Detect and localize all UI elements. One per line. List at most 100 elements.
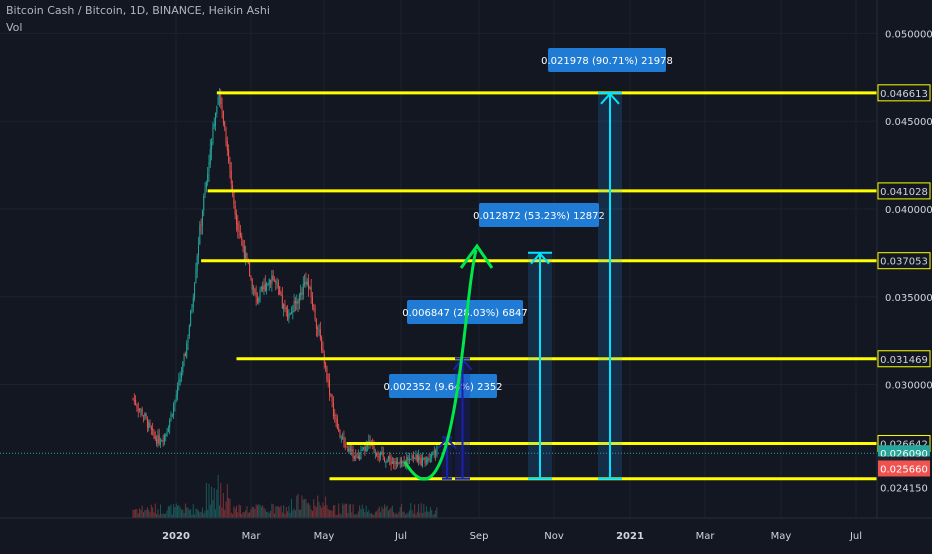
candle-body <box>217 97 219 105</box>
volume-bar <box>363 508 365 518</box>
volume-bar <box>349 503 351 518</box>
volume-bar <box>365 505 367 518</box>
candle-body <box>175 395 177 400</box>
candle-body <box>334 414 336 417</box>
volume-bar <box>183 512 185 518</box>
volume-bar <box>369 513 371 518</box>
measure-layer[interactable]: 0.002352 (9.64%) 2352 0.006847 (28.03%) 6… <box>383 48 673 480</box>
measure-callout-box[interactable] <box>407 300 523 324</box>
candle-body <box>145 413 147 419</box>
volume-bar <box>145 509 147 518</box>
candle-body <box>266 283 268 292</box>
candle-body <box>171 414 173 416</box>
candle-body <box>406 457 408 466</box>
axis-price-tag-label: 0.024150 <box>880 483 928 494</box>
measure-arrow-head <box>600 92 620 105</box>
volume-bar <box>364 512 366 518</box>
volume-bar <box>343 504 345 518</box>
measure-callout-box[interactable] <box>548 48 666 72</box>
candle-body <box>165 435 167 436</box>
green-arrow-layer[interactable] <box>403 243 494 481</box>
volume-bar <box>209 504 211 518</box>
candle-body <box>338 428 340 431</box>
volume-bar <box>399 507 401 518</box>
volume-bar <box>300 509 302 518</box>
candle-body <box>349 448 351 450</box>
volume-bar <box>170 504 172 518</box>
candle-body <box>141 409 143 416</box>
volume-bar <box>427 511 429 518</box>
candle-body <box>408 458 410 462</box>
candle-body <box>258 298 260 303</box>
candle-body <box>230 170 232 184</box>
candle-body <box>158 434 160 445</box>
candle-body <box>194 283 196 298</box>
volume-bar <box>412 513 414 518</box>
candle-body <box>380 452 382 457</box>
candle-body <box>267 284 269 285</box>
volume-bar <box>250 509 252 518</box>
candle-body <box>326 366 328 381</box>
measure-callout-box[interactable] <box>389 374 497 398</box>
candle-body <box>306 282 308 285</box>
volume-bar <box>398 511 400 518</box>
x-tick-label: May <box>771 531 792 542</box>
x-tick-label: Mar <box>242 531 262 542</box>
candle-body <box>301 292 303 295</box>
candle-body <box>156 439 158 444</box>
volume-bar <box>192 504 194 518</box>
candle-body <box>246 253 248 260</box>
volume-bar <box>407 512 409 518</box>
measure-callout-box[interactable] <box>479 203 599 227</box>
volume-bar <box>201 507 203 518</box>
level-price-label: 0.041028 <box>880 187 928 198</box>
volume-bar <box>225 501 227 518</box>
candle-body <box>395 461 397 465</box>
x-tick-label: Mar <box>696 531 716 542</box>
volume-bar <box>356 514 358 518</box>
volume-bar <box>380 512 382 518</box>
candle-body <box>305 281 307 285</box>
candle-body <box>256 298 258 302</box>
volume-bar <box>294 510 296 518</box>
candle-body <box>216 106 218 115</box>
volume-bar <box>132 509 134 518</box>
candle-body <box>142 415 144 417</box>
candle-body <box>352 449 354 458</box>
level-tags-layer: 0.046613 0.041028 0.037053 0.031469 0.026642 <box>877 84 931 453</box>
candle-body <box>342 437 344 439</box>
candle-body <box>397 462 399 464</box>
candle-body <box>157 435 159 444</box>
volume-bar <box>411 509 413 518</box>
candle-body <box>389 456 391 460</box>
volume-bar <box>394 513 396 518</box>
candle-body <box>355 455 357 457</box>
volume-bar <box>283 505 285 518</box>
volume-bar <box>346 503 348 518</box>
volume-bar <box>355 514 357 518</box>
volume-bar <box>271 503 273 518</box>
volume-bar <box>212 499 214 518</box>
measure-callout-label: 0.002352 (9.64%) 2352 <box>383 382 502 393</box>
volume-bar <box>180 509 182 518</box>
candle-body <box>374 452 376 454</box>
candle-body <box>304 281 306 285</box>
volume-bar <box>255 504 257 518</box>
volume-bar <box>249 512 251 518</box>
volume-bar <box>422 512 424 518</box>
candle-body <box>288 313 290 319</box>
volume-bar <box>137 513 139 518</box>
candle-body <box>211 141 213 150</box>
candle-body <box>215 112 217 126</box>
candle-body <box>242 240 244 248</box>
candle-body <box>250 276 252 279</box>
volume-bar <box>246 506 248 518</box>
projection-curve-arrow[interactable] <box>403 249 478 481</box>
volume-bar <box>366 511 368 518</box>
volume-bar <box>228 497 230 518</box>
x-tick-label: Nov <box>544 531 564 542</box>
candle-body <box>411 455 413 460</box>
volume-bar <box>272 504 274 518</box>
